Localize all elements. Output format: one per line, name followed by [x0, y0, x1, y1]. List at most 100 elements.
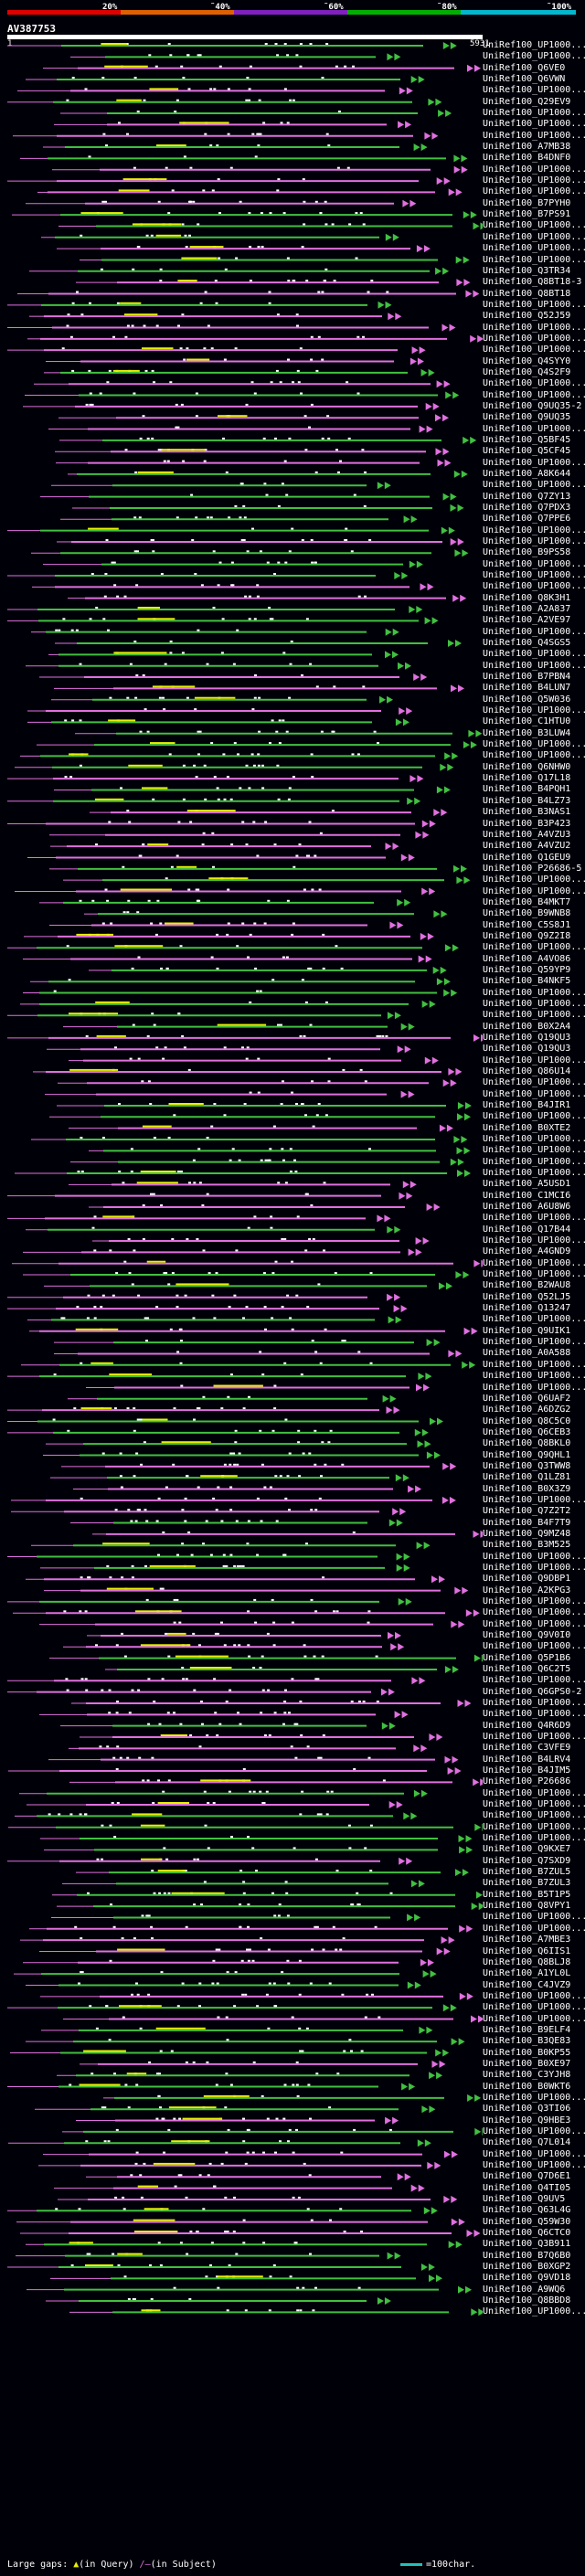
hit-row[interactable] — [47, 1045, 411, 1054]
hit-row[interactable] — [31, 1136, 468, 1143]
hit-label[interactable]: UniRef100_B7ZUL3 — [483, 1878, 571, 1889]
hit-row[interactable] — [15, 1170, 471, 1177]
hit-row[interactable] — [60, 110, 452, 117]
hit-row[interactable] — [63, 2015, 484, 2023]
hit-row[interactable] — [7, 2207, 438, 2215]
hit-row[interactable] — [44, 1586, 469, 1595]
hit-label[interactable]: UniRef100_Q52J59 — [483, 311, 571, 322]
hit-row[interactable] — [7, 346, 426, 355]
hit-row[interactable] — [7, 1373, 432, 1381]
hit-label[interactable]: UniRef100_B9WNB8 — [483, 908, 571, 919]
hit-row[interactable] — [7, 2004, 457, 2012]
hit-row[interactable] — [7, 1553, 410, 1561]
hit-row[interactable] — [50, 1474, 410, 1482]
hit-label[interactable]: UniRef100_UP1000... — [483, 186, 585, 197]
hit-row[interactable] — [57, 1903, 485, 1911]
hit-label[interactable]: UniRef100_UP1000... — [483, 1314, 585, 1325]
hit-label[interactable]: UniRef100_P26686-5 — [483, 863, 582, 874]
hit-label[interactable]: UniRef100_B4LUN7 — [483, 683, 571, 694]
hit-row[interactable] — [43, 1451, 441, 1459]
hit-label[interactable]: UniRef100_Q5BF45 — [483, 434, 571, 445]
hit-label[interactable]: UniRef100_UP1000... — [483, 254, 585, 265]
hit-label[interactable]: UniRef100_Q6UAF2 — [483, 1393, 571, 1404]
hit-label[interactable]: UniRef100_Q13247 — [483, 1303, 571, 1314]
hit-row[interactable] — [68, 594, 467, 602]
hit-label[interactable]: UniRef100_UP1000... — [483, 750, 585, 761]
hit-label[interactable]: UniRef100_C3YJH8 — [483, 2070, 571, 2081]
hit-label[interactable]: UniRef100_B0X2A4 — [483, 1021, 571, 1032]
hit-label[interactable]: UniRef100_A9WQ6 — [483, 2284, 566, 2295]
hit-label[interactable]: UniRef100_B4PQH1 — [483, 784, 571, 795]
hit-label[interactable]: UniRef100_Q8BLJ8 — [483, 1956, 571, 1967]
hit-row[interactable] — [49, 1113, 471, 1121]
hit-row[interactable] — [76, 279, 471, 287]
hit-label[interactable]: UniRef100_C1HTU0 — [483, 716, 571, 727]
hit-row[interactable] — [69, 1744, 428, 1753]
hit-label[interactable]: UniRef100_UP1000... — [483, 998, 585, 1009]
hit-label[interactable]: UniRef100_UP1000... — [483, 1359, 585, 1370]
hit-label[interactable]: UniRef100_UP1000... — [483, 1990, 585, 2001]
hit-label[interactable]: UniRef100_A2VE97 — [483, 615, 571, 626]
hit-row[interactable] — [48, 1755, 459, 1764]
hit-label[interactable]: UniRef100_UP1000... — [483, 1371, 585, 1382]
hit-row[interactable] — [44, 1846, 473, 1854]
hit-row[interactable] — [80, 2060, 446, 2068]
hit-label[interactable]: UniRef100_Q63L4G — [483, 2205, 571, 2216]
hit-row[interactable] — [39, 898, 411, 906]
hit-label[interactable]: UniRef100_B5T1P5 — [483, 1889, 571, 1900]
hit-label[interactable]: UniRef100_UP1000... — [483, 51, 585, 62]
hit-row[interactable] — [26, 1225, 401, 1234]
hit-label[interactable]: UniRef100_Q9V0I0 — [483, 1629, 571, 1640]
hit-label[interactable]: UniRef100_B4DNF0 — [483, 153, 571, 164]
hit-label[interactable]: UniRef100_B7ZUL5 — [483, 1867, 571, 1878]
hit-label[interactable]: UniRef100_B9ELF4 — [483, 2024, 571, 2035]
hit-row[interactable] — [54, 121, 412, 129]
hit-label[interactable]: UniRef100_Q1LZ81 — [483, 1472, 571, 1483]
hit-row[interactable] — [23, 402, 440, 410]
hit-label[interactable]: UniRef100_UP1000... — [483, 480, 585, 491]
hit-row[interactable] — [27, 1801, 403, 1808]
hit-row[interactable] — [60, 515, 418, 524]
hit-row[interactable] — [11, 1508, 407, 1516]
hit-label[interactable]: UniRef100_A4VZU2 — [483, 841, 571, 852]
hit-label[interactable]: UniRef100_Q7SXD9 — [483, 1855, 571, 1866]
hit-label[interactable]: UniRef100_C3VFE9 — [483, 1743, 571, 1754]
hit-row[interactable] — [7, 1305, 408, 1313]
hit-row[interactable] — [69, 1056, 439, 1065]
hit-label[interactable]: UniRef100_UP1000... — [483, 220, 585, 231]
hit-label[interactable]: UniRef100_UP1000... — [483, 1923, 585, 1934]
hit-row[interactable] — [61, 1462, 457, 1470]
hit-label[interactable]: UniRef100_UP1000... — [483, 2013, 585, 2024]
hit-label[interactable]: UniRef100_A0A588 — [483, 1348, 571, 1359]
hit-label[interactable]: UniRef100_B7PYH0 — [483, 197, 571, 208]
hit-label[interactable]: UniRef100_UP1000... — [483, 581, 585, 592]
hit-label[interactable]: UniRef100_Q5W036 — [483, 694, 571, 705]
hit-label[interactable]: UniRef100_UP1000... — [483, 345, 585, 355]
hit-row[interactable] — [29, 1924, 473, 1933]
hit-row[interactable] — [51, 1913, 421, 1922]
hit-row[interactable] — [16, 2252, 401, 2260]
hit-row[interactable] — [54, 2184, 425, 2192]
hit-label[interactable]: UniRef100_A4VO86 — [483, 953, 571, 964]
hit-row[interactable] — [57, 538, 464, 546]
hit-row[interactable] — [23, 955, 432, 963]
hit-label[interactable]: UniRef100_Q9UQ35-2 — [483, 400, 582, 411]
hit-row[interactable] — [40, 1992, 473, 2000]
hit-label[interactable]: UniRef100_B3NAS1 — [483, 807, 571, 818]
hit-row[interactable] — [44, 1282, 452, 1290]
hit-label[interactable]: UniRef100_UP1000... — [483, 2148, 585, 2159]
hit-label[interactable]: UniRef100_UP1000... — [483, 626, 585, 637]
hit-label[interactable]: UniRef100_UP1000... — [483, 987, 585, 998]
hit-row[interactable] — [7, 606, 423, 613]
hit-label[interactable]: UniRef100_B7PBN4 — [483, 672, 571, 682]
hit-row[interactable] — [89, 1203, 441, 1211]
hit-label[interactable]: UniRef100_UP1000... — [483, 2002, 585, 2013]
hit-row[interactable] — [103, 2094, 482, 2102]
hit-label[interactable]: UniRef100_Q1GEU9 — [483, 852, 571, 863]
hit-row[interactable] — [58, 414, 449, 422]
hit-row[interactable] — [7, 1688, 395, 1696]
hit-row[interactable] — [7, 1192, 413, 1200]
hit-label[interactable]: UniRef100_Q3TR34 — [483, 265, 571, 276]
hit-row[interactable] — [15, 1812, 418, 1820]
hit-row[interactable] — [19, 1789, 428, 1797]
